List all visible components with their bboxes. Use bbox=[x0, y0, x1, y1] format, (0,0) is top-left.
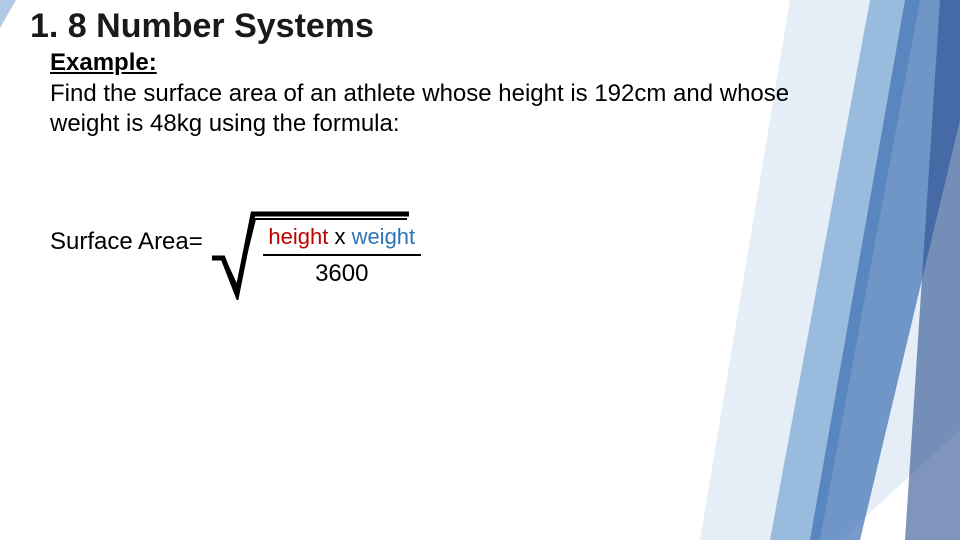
numerator-times: x bbox=[328, 224, 351, 249]
fraction-numerator: height x weight bbox=[257, 224, 427, 252]
radical: height x weight 3600 bbox=[209, 210, 435, 290]
radicand: height x weight 3600 bbox=[209, 210, 435, 290]
numerator-height: height bbox=[268, 224, 328, 249]
slide-title: 1. 8 Number Systems bbox=[30, 8, 820, 45]
formula: Surface Area= height x weight 3600 bbox=[50, 210, 435, 290]
slide: 1. 8 Number Systems Example: Find the su… bbox=[0, 0, 960, 540]
content-area: 1. 8 Number Systems Example: Find the su… bbox=[30, 8, 820, 139]
body-text: Find the surface area of an athlete whos… bbox=[50, 79, 810, 139]
fraction-denominator: 3600 bbox=[257, 260, 427, 288]
fraction-bar bbox=[263, 254, 421, 256]
numerator-weight: weight bbox=[352, 224, 416, 249]
formula-lhs: Surface Area= bbox=[50, 210, 203, 256]
example-label: Example: bbox=[50, 49, 820, 77]
